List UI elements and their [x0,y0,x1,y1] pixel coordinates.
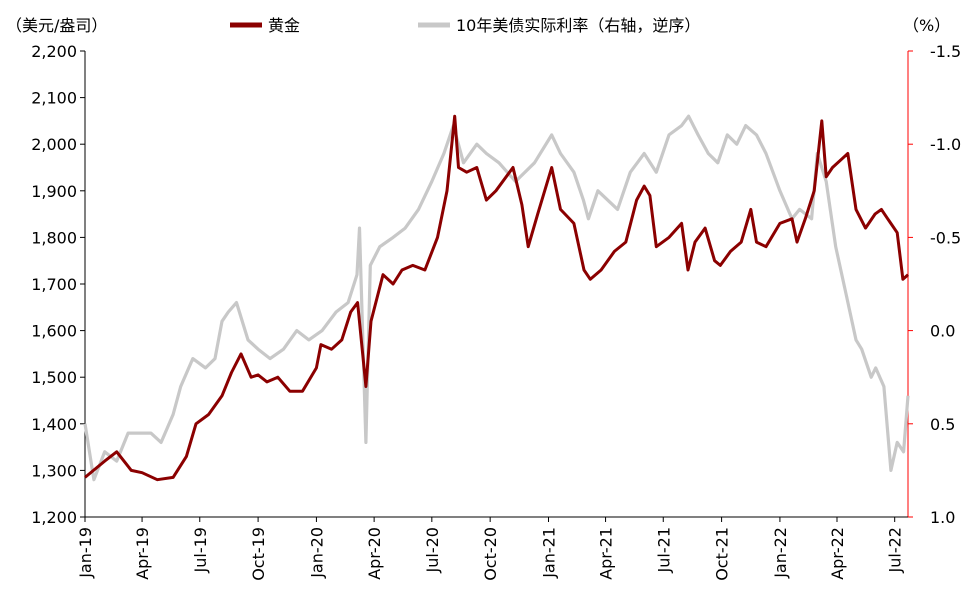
x-tick-label: Jan-19 [76,527,95,579]
x-tick-label: Jul-20 [423,527,442,573]
legend: 黄金 10年美债实际利率（右轴，逆序） [230,16,700,35]
left-tick-label: 2,000 [31,135,77,154]
legend-label-gold: 黄金 [268,16,300,35]
x-tick-label: Jul-19 [191,527,210,573]
left-tick-label: 1,300 [31,461,77,480]
x-tick-label: Apr-22 [828,527,847,580]
right-axis-unit: （%） [903,16,950,35]
x-tick-label: Oct-19 [249,527,268,581]
x-tick-label: Apr-19 [133,527,152,580]
left-tick-label: 1,600 [31,322,77,341]
series-layer [83,114,910,482]
x-tick-label: Jul-21 [654,527,673,573]
left-tick-label: 1,400 [31,415,77,434]
x-tick-label: Jan-22 [771,527,790,579]
series-line-real-rate [83,114,910,482]
left-tick-label: 1,900 [31,182,77,201]
right-tick-label: -1.0 [930,135,961,154]
x-tick-label: Apr-21 [597,527,616,580]
series-line-gold [84,114,910,482]
axes: 1,200 1,300 1,400 1,500 1,600 1,700 1,800 1,900… [31,42,961,581]
x-tick-label: Jan-20 [307,527,326,579]
left-tick-label: 1,200 [31,508,77,527]
left-tick-label: 2,200 [31,42,77,61]
right-tick-label: 0.5 [930,415,955,434]
right-tick-label: -1.5 [930,42,961,61]
right-tick-label: 0.0 [930,322,955,341]
legend-label-real-rate: 10年美债实际利率（右轴，逆序） [456,16,700,35]
left-tick-label: 1,700 [31,275,77,294]
left-tick-label: 2,100 [31,89,77,108]
right-tick-label: 1.0 [930,508,955,527]
x-tick-label: Jul-22 [886,527,905,573]
left-tick-label: 1,500 [31,368,77,387]
x-tick-label: Oct-20 [481,527,500,581]
right-tick-label: -0.5 [930,228,961,247]
x-tick-label: Apr-20 [365,527,384,580]
x-tick-label: Jan-21 [539,527,558,579]
x-tick-label: Oct-21 [713,527,732,581]
left-tick-label: 1,800 [31,228,77,247]
left-axis-unit: （美元/盎司） [6,16,107,35]
